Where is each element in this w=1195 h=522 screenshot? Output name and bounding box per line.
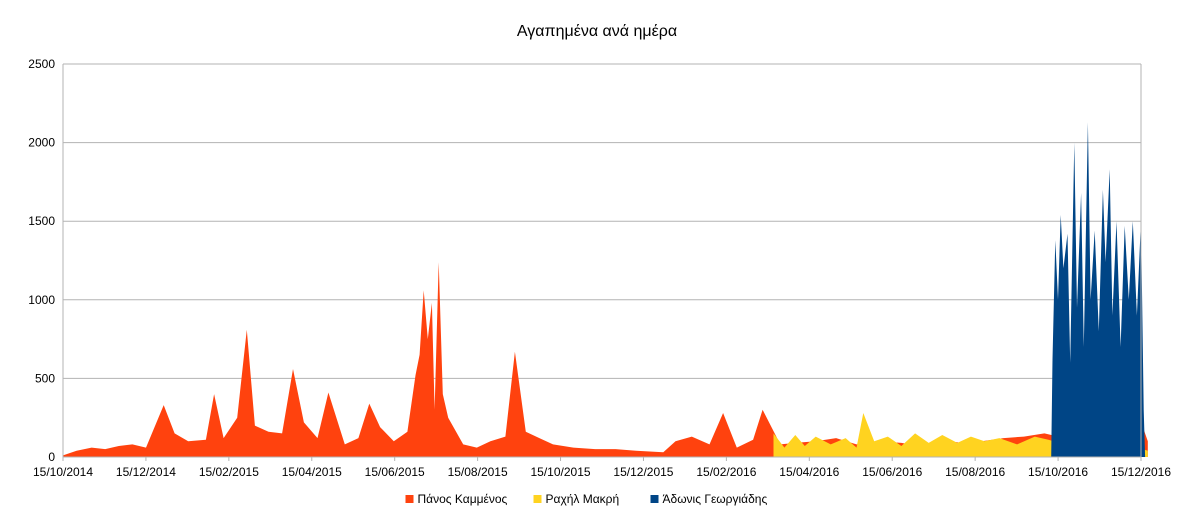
- chart-title: Αγαπημένα ανά ημέρα: [517, 23, 677, 40]
- legend-label-2: Άδωνις Γεωργιάδης: [663, 492, 768, 506]
- y-tick-labels: 0 500 1000 1500 2000 2500: [28, 57, 55, 464]
- legend-swatch-0: [405, 495, 414, 503]
- x-tick-label: 15/06/2016: [862, 465, 922, 479]
- x-tick-label: 15/04/2015: [282, 465, 342, 479]
- axes: [62, 64, 1142, 458]
- y-tick-label: 2500: [28, 57, 55, 71]
- legend: Πάνος Καμμένος Ραχήλ Μακρή Άδωνις Γεωργιάδ…: [405, 492, 768, 506]
- x-tick-label: 15/04/2016: [779, 465, 839, 479]
- y-tick-label: 1500: [28, 214, 55, 228]
- series-area-0: [63, 262, 1148, 457]
- series-areas: [63, 122, 1148, 457]
- y-tick-label: 0: [48, 450, 55, 464]
- x-tick-label: 15/12/2015: [613, 465, 673, 479]
- legend-label-0: Πάνος Καμμένος: [418, 492, 508, 506]
- legend-swatch-2: [650, 495, 659, 503]
- x-tick-label: 15/10/2014: [33, 465, 93, 479]
- y-tick-label: 500: [35, 371, 55, 385]
- x-tick-label: 15/08/2016: [945, 465, 1005, 479]
- series-area-2: [1051, 122, 1146, 457]
- x-tick-labels: 15/10/2014 15/12/2014 15/02/2015 15/04/2015…: [33, 457, 1171, 479]
- legend-swatch-1: [533, 495, 542, 503]
- x-tick-label: 15/02/2016: [696, 465, 756, 479]
- x-tick-label: 15/12/2014: [116, 465, 176, 479]
- legend-label-1: Ραχήλ Μακρή: [546, 492, 620, 506]
- x-tick-label: 15/10/2015: [531, 465, 591, 479]
- x-tick-label: 15/02/2015: [199, 465, 259, 479]
- x-tick-label: 15/10/2016: [1028, 465, 1088, 479]
- y-tick-label: 1000: [28, 293, 55, 307]
- x-tick-label: 15/06/2015: [365, 465, 425, 479]
- x-tick-label: 15/08/2015: [448, 465, 508, 479]
- grid-lines: [63, 63, 1141, 458]
- x-tick-label: 15/12/2016: [1111, 465, 1171, 479]
- y-tick-label: 2000: [28, 136, 55, 150]
